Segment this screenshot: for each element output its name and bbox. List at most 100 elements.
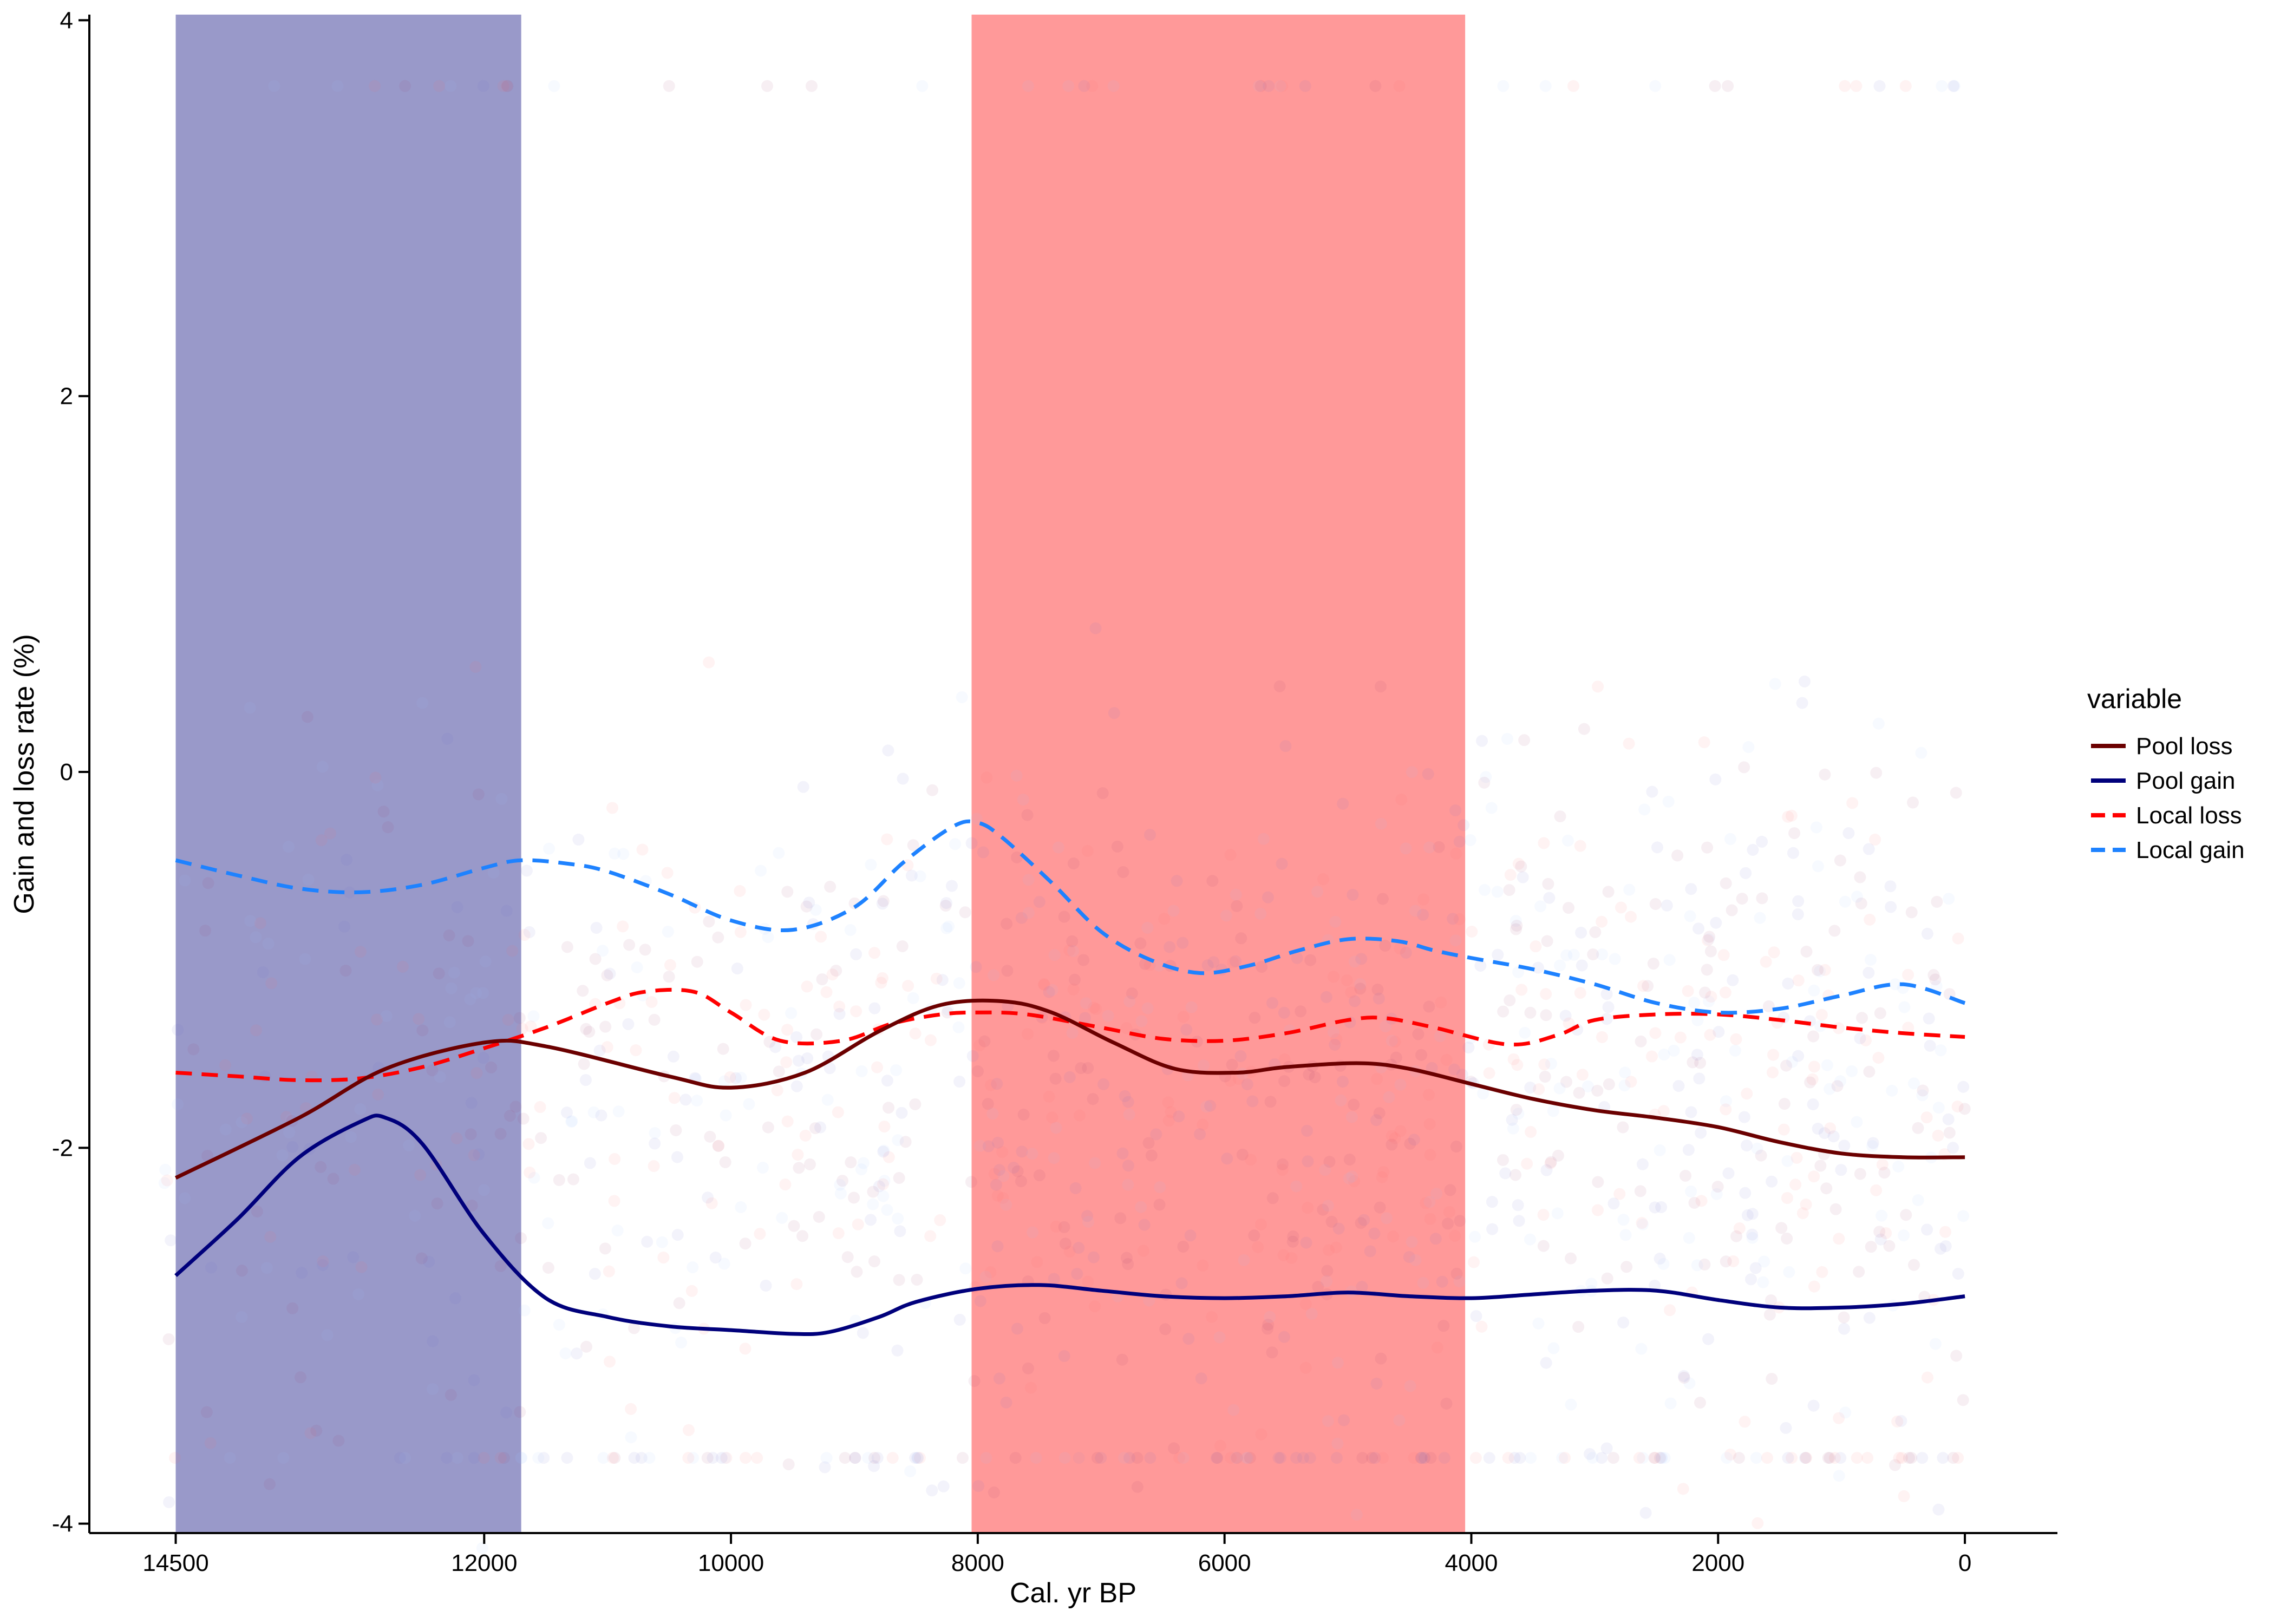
data-point [479, 955, 492, 968]
data-point [1303, 1069, 1315, 1081]
data-point [916, 80, 929, 92]
data-point [1389, 1036, 1401, 1048]
data-point [1763, 1308, 1776, 1321]
data-point [525, 1020, 537, 1033]
data-point [875, 977, 887, 989]
data-point [790, 1080, 803, 1092]
data-point [1150, 1128, 1162, 1141]
data-point [1818, 1127, 1831, 1140]
data-point [542, 1261, 554, 1274]
data-point [1231, 900, 1243, 912]
data-point [1510, 1169, 1522, 1181]
data-point [464, 993, 476, 1006]
data-point [1291, 952, 1303, 964]
data-point [399, 1452, 411, 1464]
data-point [1561, 834, 1574, 847]
data-point [369, 80, 381, 92]
data-point [940, 922, 953, 934]
shaded-period-1 [175, 15, 521, 1533]
data-point [1370, 1114, 1382, 1127]
data-point [1386, 1130, 1398, 1142]
data-point [1058, 1452, 1071, 1464]
data-point [877, 1190, 890, 1202]
data-point [797, 781, 809, 793]
data-point [162, 1333, 175, 1345]
data-point [449, 1292, 461, 1305]
data-point [1942, 1113, 1955, 1125]
data-point [1211, 1452, 1224, 1464]
data-point [1807, 1030, 1820, 1043]
data-point [997, 1191, 1009, 1204]
data-point [1175, 1277, 1188, 1289]
data-point [926, 1484, 938, 1497]
data-point [1691, 1259, 1703, 1272]
data-point [1937, 1452, 1949, 1464]
data-point [1450, 1267, 1463, 1280]
data-point [1617, 1317, 1630, 1329]
data-point [589, 1268, 601, 1280]
data-point [1768, 946, 1780, 959]
data-point [1355, 1217, 1367, 1229]
data-point [1417, 893, 1430, 906]
data-point [321, 1329, 334, 1341]
data-point [991, 1136, 1004, 1149]
data-point [1553, 1082, 1566, 1095]
data-point [501, 80, 514, 92]
data-point [679, 1093, 692, 1106]
data-point [517, 1112, 530, 1125]
data-point [1262, 1319, 1275, 1331]
data-point [1635, 1343, 1648, 1355]
data-point [1780, 1422, 1792, 1434]
data-point [1701, 841, 1714, 854]
data-point [667, 1050, 679, 1063]
data-point [1139, 958, 1152, 970]
data-point [1538, 837, 1550, 849]
series-line-pool-gain [174, 1114, 1965, 1337]
data-point [1507, 1122, 1519, 1135]
data-point [1078, 80, 1090, 92]
data-point [682, 1452, 695, 1464]
data-point [603, 1355, 616, 1368]
data-point [355, 1261, 368, 1273]
data-point [1587, 948, 1599, 960]
data-point [468, 1374, 480, 1386]
data-point [675, 1337, 687, 1349]
data-point [1337, 1076, 1349, 1088]
data-point [793, 1055, 805, 1067]
data-point [1865, 1241, 1877, 1253]
data-point [1348, 1098, 1360, 1111]
data-point [1900, 1209, 1912, 1221]
data-point [1348, 955, 1361, 968]
data-point [1510, 1104, 1522, 1116]
x-tick-label: 2000 [1691, 1550, 1744, 1576]
data-point [1058, 911, 1070, 923]
data-point [883, 1151, 895, 1163]
data-point [1525, 1452, 1537, 1464]
data-point [1633, 1452, 1645, 1464]
data-point [1309, 1071, 1321, 1083]
data-point [1556, 1452, 1569, 1464]
data-point [1947, 80, 1959, 92]
data-point [1532, 1317, 1545, 1330]
data-point [1538, 1058, 1551, 1071]
data-point [1851, 1116, 1863, 1128]
data-point [468, 1452, 480, 1464]
data-point [1893, 1452, 1905, 1464]
data-point [1567, 948, 1580, 961]
data-point [1878, 1167, 1891, 1179]
data-point [236, 1116, 248, 1129]
data-point [1869, 834, 1881, 846]
data-point [1695, 1195, 1708, 1207]
data-point [1295, 1005, 1307, 1018]
data-point [1872, 1052, 1885, 1064]
data-point [1417, 1276, 1429, 1289]
data-point [1454, 1215, 1466, 1227]
data-point [553, 1319, 565, 1331]
data-point [277, 1452, 290, 1464]
data-point [649, 1137, 661, 1150]
data-point [820, 986, 833, 998]
data-point [1264, 1311, 1276, 1323]
data-point [803, 896, 815, 909]
data-point [1657, 1258, 1670, 1270]
data-point [1591, 1084, 1604, 1097]
